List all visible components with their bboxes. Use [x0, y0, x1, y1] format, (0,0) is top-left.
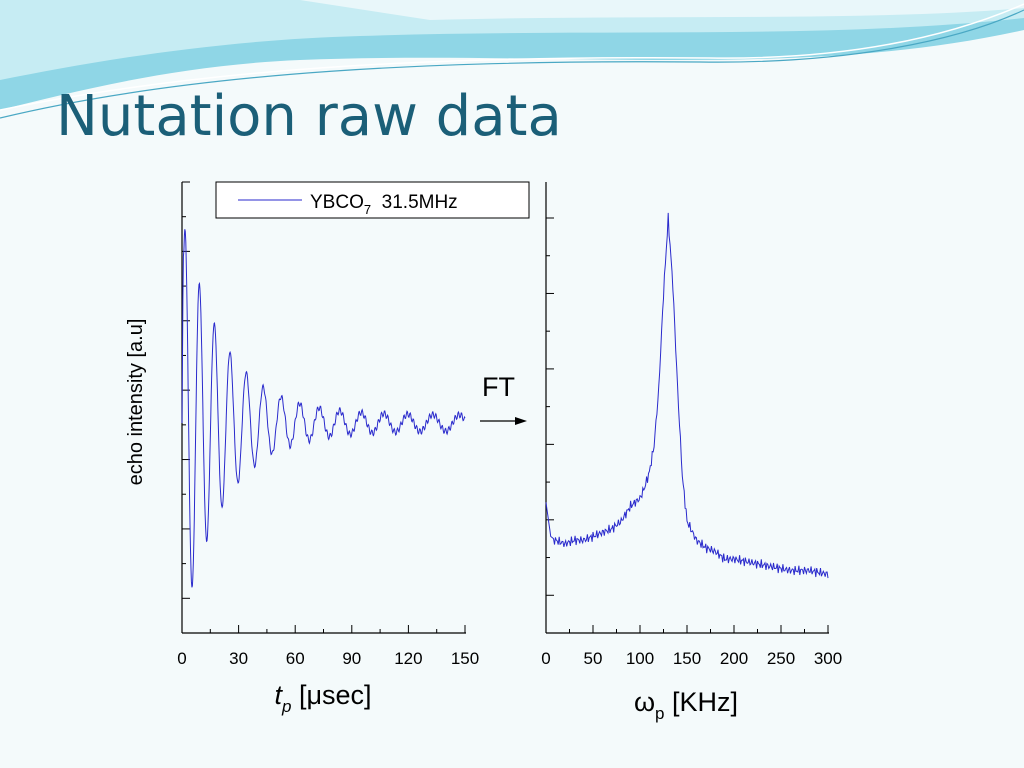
wave-band-white	[300, 0, 1024, 20]
chart-left-series-line	[181, 229, 466, 588]
wave-band-light	[0, 0, 1024, 80]
legend-label-main: YBCO	[310, 192, 364, 213]
wave-line-1	[0, 9, 1024, 119]
chart-left-x-tick-label: 60	[286, 649, 305, 668]
legend-label-sub: 7	[364, 202, 371, 217]
chart-left-x-label-rest: [μsec]	[291, 680, 371, 710]
chart-left-x-ticks: 0 30 60 90 120 150	[177, 625, 479, 668]
chart-right-x-tick-label: 200	[720, 649, 748, 668]
chart-left-x-tick-label: 120	[394, 649, 422, 668]
chart-right-y-ticks	[546, 217, 554, 634]
legend-label: YBCO7 31.5MHz	[310, 192, 458, 217]
chart-right-x-tick-label: 250	[767, 649, 795, 668]
chart-left-x-label-main: t	[274, 680, 283, 710]
chart-right-series-line	[545, 212, 829, 579]
ft-label: FT	[482, 372, 515, 402]
chart-right-x-ticks: 0 50 100 150 200 250 300	[541, 625, 842, 668]
chart-right-x-tick-label: 100	[626, 649, 654, 668]
legend-label-rest: 31.5MHz	[371, 192, 458, 213]
header-wave-decoration	[0, 0, 1024, 119]
page-title: Nutation raw data	[56, 84, 562, 149]
chart-right-x-label-sub: p	[655, 704, 664, 723]
chart-right: 0 50 100 150 200 250 300 ωp [KHz]	[541, 182, 842, 723]
chart-right-x-tick-label: 150	[673, 649, 701, 668]
ft-annotation: FT	[480, 372, 527, 425]
wave-line-2	[0, 3, 1024, 111]
chart-right-x-tick-label: 50	[584, 649, 603, 668]
chart-left-x-tick-label: 150	[451, 649, 479, 668]
chart-left-x-label: tp [μsec]	[274, 680, 371, 716]
chart-left-y-label: echo intensity [a.u]	[125, 319, 147, 486]
ft-arrow-head	[515, 417, 527, 425]
chart-left-x-tick-label: 30	[229, 649, 248, 668]
chart-left: 0 30 60 90 120 150 YBCO7 31.5MHz echo intensi…	[125, 181, 530, 716]
chart-left-frame	[182, 182, 465, 632]
legend-box	[215, 181, 530, 219]
chart-left-x-label-sub: p	[281, 697, 291, 716]
chart-left-x-tick-label: 0	[177, 649, 186, 668]
chart-right-x-label: ωp [KHz]	[634, 687, 738, 723]
chart-right-x-tick-label: 300	[814, 649, 842, 668]
chart-left-x-tick-label: 90	[342, 649, 361, 668]
chart-right-x-label-main: ω	[634, 687, 655, 717]
chart-right-x-tick-label: 0	[541, 649, 550, 668]
chart-right-x-label-rest: [KHz]	[665, 687, 739, 717]
